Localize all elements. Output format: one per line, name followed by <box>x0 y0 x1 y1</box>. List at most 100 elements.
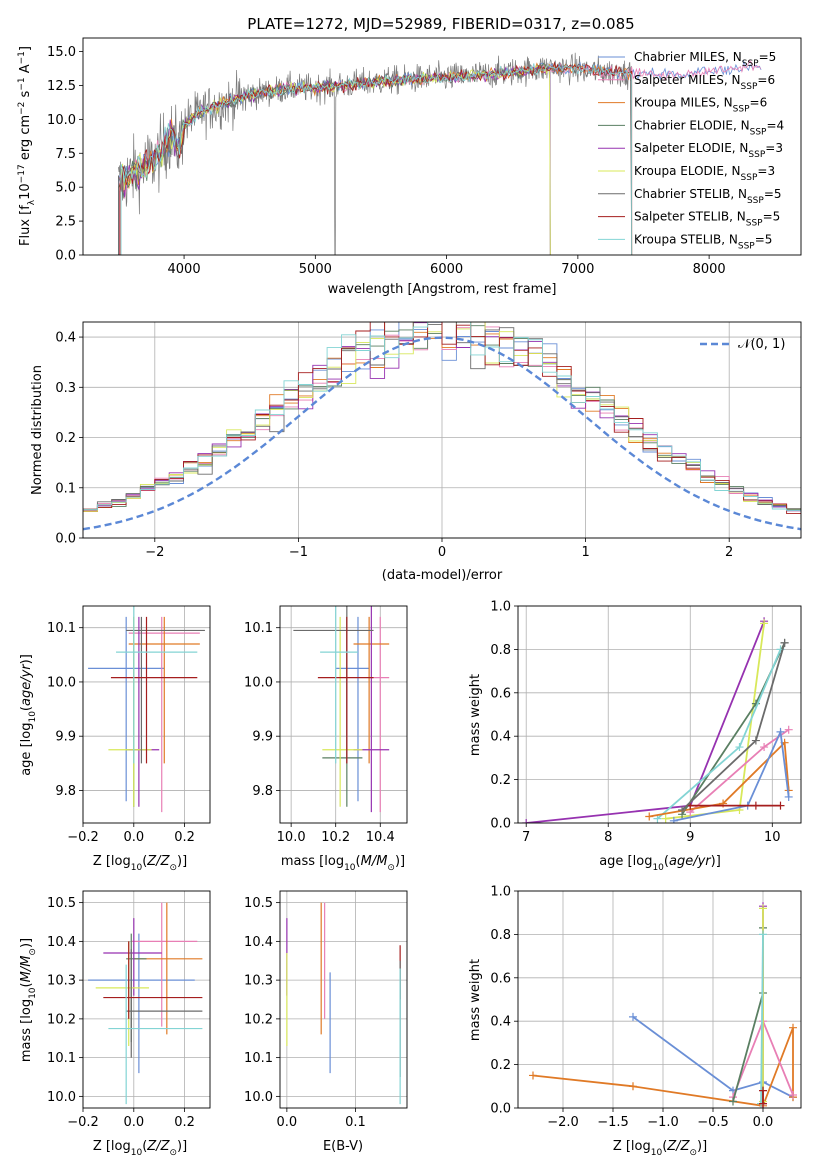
y-tick-label: 9.9 <box>252 730 273 745</box>
legend-label: Chabrier MILES, NSSP=5 <box>634 50 776 69</box>
y-tick-label: 5.0 <box>55 181 76 196</box>
x-tick-label: 10.4 <box>366 830 395 845</box>
legend-label: 𝒩(0, 1) <box>738 337 785 352</box>
weight-marker <box>522 819 531 823</box>
weight-marker <box>784 792 793 801</box>
y-tick-label: 10.0 <box>47 113 76 128</box>
plot-area <box>522 617 793 823</box>
residual-histogram <box>83 322 801 512</box>
weight-marker <box>784 725 793 734</box>
plot-area <box>88 902 203 1105</box>
y-tick-label: 10.1 <box>244 1051 273 1066</box>
weight-vs-metallicity-panel: −2.0 −1.5 −1.0 −0.5 0.0 0.0 0.2 0.4 0.6 0.8 1.0 Z [… <box>468 885 802 1158</box>
weight-marker <box>645 812 654 821</box>
plot-area <box>529 902 797 1108</box>
x-tick-label: −0.2 <box>67 1115 99 1130</box>
weight-marker <box>678 805 687 814</box>
x-tick-label: 4000 <box>168 262 201 277</box>
legend-label: Kroupa STELIB, NSSP=5 <box>634 232 772 251</box>
y-axis-label: age [log10(age/yr)] <box>19 654 38 776</box>
weight-marker <box>629 1082 637 1091</box>
weight-line <box>760 934 764 1104</box>
weight-marker <box>759 1086 767 1095</box>
model-spectrum <box>120 63 633 255</box>
y-tick-label: 0.8 <box>490 928 511 943</box>
x-tick-label: 9 <box>686 830 694 845</box>
y-tick-label: 0.1 <box>55 481 76 496</box>
x-tick-label: −1.0 <box>647 1115 679 1130</box>
y-tick-label: 0.0 <box>490 817 511 832</box>
weight-marker <box>789 1090 797 1099</box>
y-tick-label: 0.8 <box>490 643 511 658</box>
legend-label: Chabrier STELIB, NSSP=5 <box>634 187 782 206</box>
weight-marker <box>759 1099 767 1108</box>
y-axis-label: Flux [fλ10−17 erg cm−2 s−1 A−1] <box>17 46 37 246</box>
y-tick-label: 2.5 <box>55 215 76 230</box>
age-vs-mass-panel: 10.0 10.2 10.4 9.8 9.9 10.0 10.1 mass [log10(M/… <box>244 605 408 873</box>
y-tick-label: 10.1 <box>244 621 273 636</box>
y-tick-label: 10.0 <box>244 675 273 690</box>
weight-line <box>681 642 786 811</box>
legend-label: Chabrier ELODIE, NSSP=4 <box>634 118 784 137</box>
x-tick-label: 7 <box>522 830 530 845</box>
y-tick-label: 0.6 <box>490 686 511 701</box>
y-axis-label: mass [log10(M/M⊙)] <box>19 938 38 1062</box>
y-tick-label: 10.4 <box>47 935 76 950</box>
x-axis-label: Z [log10(Z/Z⊙)] <box>93 1139 187 1158</box>
y-tick-label: 15.0 <box>47 45 76 60</box>
x-tick-label: 1 <box>581 545 589 560</box>
legend-label: Salpeter STELIB, NSSP=5 <box>634 210 780 229</box>
y-tick-label: 0.4 <box>55 331 76 346</box>
y-tick-label: 10.2 <box>47 1012 76 1027</box>
y-tick-label: 0.0 <box>55 532 76 547</box>
y-tick-label: 10.0 <box>244 1090 273 1105</box>
x-tick-label: 0.0 <box>123 1115 144 1130</box>
legend-label: Kroupa ELODIE, NSSP=3 <box>634 164 775 183</box>
figure-title: PLATE=1272, MJD=52989, FIBERID=0317, z=0… <box>247 15 634 33</box>
y-axis-label: mass weight <box>468 674 483 756</box>
weight-marker <box>751 801 760 810</box>
x-tick-label: 0.1 <box>345 1115 366 1130</box>
y-tick-label: 10.1 <box>47 621 76 636</box>
x-axis-label: (data-model)/error <box>382 568 503 583</box>
residual-histogram <box>83 322 801 512</box>
y-tick-label: 0.4 <box>490 1015 511 1030</box>
residual-histogram <box>83 322 801 515</box>
x-tick-label: −2 <box>145 545 164 560</box>
plot-area <box>293 606 390 813</box>
weight-line <box>632 1016 794 1099</box>
age-vs-metallicity-panel: −0.2 0.0 0.2 9.8 9.9 10.0 10.1 Z [log10(Z/Z⊙)] a… <box>19 605 211 873</box>
weight-marker <box>759 930 767 939</box>
legend-label: Salpeter MILES, NSSP=6 <box>634 73 775 92</box>
y-tick-label: 1.0 <box>490 600 511 615</box>
weight-marker <box>669 816 678 823</box>
weight-vs-age-panel: 7 8 9 10 0.0 0.2 0.4 0.6 0.8 1.0 age [log10(age/yr… <box>468 600 802 873</box>
weight-marker <box>629 1012 637 1021</box>
model-spectrum <box>119 61 633 255</box>
x-tick-label: 10 <box>764 830 781 845</box>
y-tick-label: 0.0 <box>490 1102 511 1117</box>
x-tick-label: 8 <box>604 830 612 845</box>
weight-marker <box>661 814 670 823</box>
y-tick-label: 0.2 <box>490 773 511 788</box>
y-axis-label: mass weight <box>468 959 483 1041</box>
axes-frame <box>517 605 802 824</box>
normal-curve <box>83 336 801 531</box>
y-tick-label: 10.0 <box>47 675 76 690</box>
y-tick-label: 0.2 <box>490 1058 511 1073</box>
mass-vs-metallicity-panel: −0.2 0.0 0.2 10.0 10.1 10.2 10.3 10.4 10.5 Z [log… <box>19 890 211 1158</box>
y-tick-label: 12.5 <box>47 79 76 94</box>
y-tick-label: 0.6 <box>490 971 511 986</box>
weight-marker <box>760 619 769 628</box>
x-tick-label: 2 <box>725 545 733 560</box>
x-tick-label: 6000 <box>430 262 463 277</box>
y-tick-label: 10.5 <box>47 896 76 911</box>
mass-vs-ebv-panel: 0.0 0.1 10.0 10.1 10.2 10.3 10.4 10.5 E(B-V) <box>244 890 408 1154</box>
x-tick-label: 0.2 <box>174 830 195 845</box>
model-spectrum <box>120 62 633 255</box>
y-tick-label: 0.2 <box>55 431 76 446</box>
axes-frame <box>82 37 802 256</box>
axes-frame <box>279 605 408 824</box>
plot-area <box>118 52 762 255</box>
